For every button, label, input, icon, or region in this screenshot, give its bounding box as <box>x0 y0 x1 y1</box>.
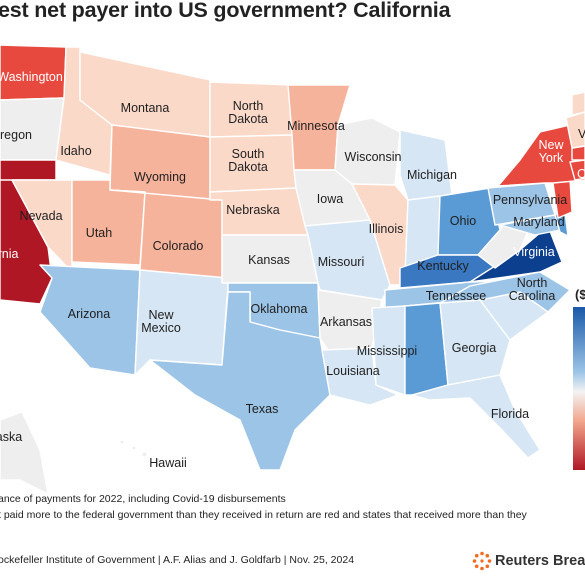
label-wisconsin: Wisconsin <box>345 150 402 164</box>
brand-name: Reuters Breakin <box>495 553 585 569</box>
legend-color-scale <box>573 307 585 470</box>
label-virginia: Virginia <box>513 245 555 259</box>
label-maryland: Maryland <box>513 215 564 229</box>
label-illinois: Illinois <box>369 222 404 236</box>
state-wyoming <box>109 124 211 201</box>
label-oregon: regon <box>0 128 32 142</box>
label-north-dakota: North Dakota <box>228 99 268 126</box>
label-louisiana: Louisiana <box>326 364 380 378</box>
label-washington: Washington <box>0 70 63 84</box>
label-kentucky: Kentucky <box>417 259 469 273</box>
source-credit: ockefeller Institute of Government | A.F… <box>0 554 355 566</box>
state-florida <box>411 374 541 459</box>
label-north-carolina: North Carolina <box>509 276 556 303</box>
label-pennsylvania: Pennsylvania <box>493 193 567 207</box>
label-california: rnia <box>0 247 18 261</box>
state-louisiana <box>321 347 399 406</box>
label-utah: Utah <box>86 226 112 240</box>
state-michigan <box>399 129 453 201</box>
label-ohio: Ohio <box>450 214 476 228</box>
label-new-mexico: New Mexico <box>141 308 181 335</box>
reuters-logo: Reuters Breakin <box>472 551 585 571</box>
reuters-dots-icon <box>472 551 492 571</box>
state-new-hampshire <box>571 91 585 116</box>
label-texas: Texas <box>246 402 279 416</box>
state-alaska <box>0 411 49 495</box>
label-nevada: Nevada <box>19 209 62 223</box>
label-alaska: aska <box>0 430 22 444</box>
label-minnesota: Minnesota <box>287 119 345 133</box>
label-nebraska: Nebraska <box>226 203 280 217</box>
label-wyoming: Wyoming <box>134 170 186 184</box>
label-arkansas: Arkansas <box>320 315 372 329</box>
label-idaho: Idaho <box>60 144 91 158</box>
note-line-1: ance of payments for 2022, including Cov… <box>0 493 286 505</box>
state-nevada <box>0 179 73 273</box>
label-arizona: Arizona <box>68 307 110 321</box>
label-vermont: Vermo <box>578 127 585 141</box>
label-georgia: Georgia <box>452 341 497 355</box>
state-labels: Washington regon rnia Idaho Nevada Monta… <box>0 70 585 470</box>
label-hawaii: Hawaii <box>149 456 187 470</box>
label-connecticut: Conne <box>577 167 585 181</box>
label-iowa: Iowa <box>317 192 343 206</box>
state-shapes <box>0 44 585 495</box>
legend-unit-label: ($ <box>575 287 585 302</box>
label-new-york: New York <box>538 138 564 165</box>
label-michigan: Michigan <box>407 168 457 182</box>
label-kansas: Kansas <box>248 253 290 267</box>
label-south-dakota: South Dakota <box>228 147 268 174</box>
state-hawaii <box>119 439 163 468</box>
label-florida: Florida <box>491 407 529 421</box>
note-line-2: t paid more to the federal government th… <box>0 509 527 521</box>
label-montana: Montana <box>121 101 170 115</box>
label-tennessee: Tennessee <box>426 289 487 303</box>
label-mississippi: Mississippi <box>357 344 417 358</box>
chart-title: est net payer into US government? Califo… <box>0 0 451 22</box>
label-oklahoma: Oklahoma <box>251 302 308 316</box>
state-north-carolina <box>439 271 571 313</box>
label-colorado: Colorado <box>153 239 204 253</box>
label-missouri: Missouri <box>318 255 365 269</box>
